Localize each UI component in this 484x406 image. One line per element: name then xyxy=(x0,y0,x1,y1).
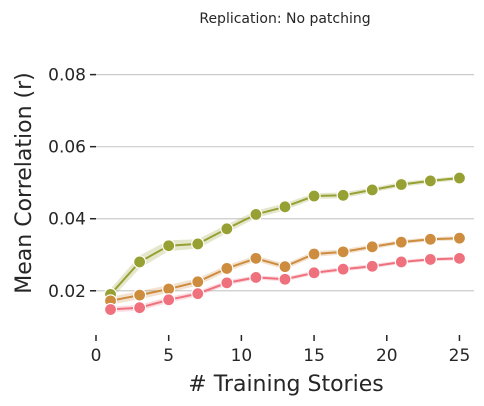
data-point xyxy=(220,261,234,276)
data-point xyxy=(133,301,147,315)
series-markers xyxy=(103,171,467,317)
data-point xyxy=(336,245,350,259)
data-point xyxy=(452,231,467,245)
data-point xyxy=(220,222,234,236)
data-point xyxy=(249,207,263,222)
y-tick-label: 0.08 xyxy=(48,66,86,86)
data-point xyxy=(162,293,176,307)
data-point xyxy=(394,255,408,269)
data-point xyxy=(133,255,147,269)
data-point xyxy=(394,177,408,192)
data-point xyxy=(365,240,379,254)
data-point xyxy=(278,200,292,214)
y-axis-label: Mean Correlation (r) xyxy=(12,72,37,293)
data-point xyxy=(452,171,467,185)
data-point xyxy=(162,239,176,253)
y-axis-ticks: 0.02 0.04 0.06 0.08 xyxy=(48,66,96,302)
data-point xyxy=(191,237,205,251)
data-point xyxy=(423,174,437,188)
data-point xyxy=(249,251,263,265)
x-tick-label: 20 xyxy=(376,346,398,366)
x-tick-label: 0 xyxy=(91,346,102,366)
x-tick-label: 15 xyxy=(303,346,325,366)
data-point xyxy=(220,276,234,290)
data-point xyxy=(133,288,147,302)
data-point xyxy=(307,266,321,280)
data-point xyxy=(191,275,205,289)
x-tick-label: 10 xyxy=(231,346,253,366)
x-tick-label: 5 xyxy=(163,346,174,366)
data-point xyxy=(278,272,292,286)
data-point xyxy=(365,183,379,197)
data-point xyxy=(103,302,118,317)
y-tick-label: 0.04 xyxy=(48,210,86,230)
data-point xyxy=(452,251,467,265)
x-axis-ticks: 0 5 10 15 20 25 xyxy=(91,335,471,366)
data-point xyxy=(307,189,321,203)
y-tick-label: 0.02 xyxy=(48,282,86,302)
data-point xyxy=(162,282,176,296)
data-point xyxy=(191,287,205,301)
data-point xyxy=(249,270,263,285)
x-axis-label: # Training Stories xyxy=(188,372,383,397)
data-point xyxy=(336,262,350,276)
data-point xyxy=(336,188,350,202)
data-point xyxy=(307,247,321,261)
y-tick-label: 0.06 xyxy=(48,138,86,158)
data-point xyxy=(365,259,379,273)
chart-title: Replication: No patching xyxy=(199,11,370,27)
data-point xyxy=(423,252,437,267)
data-point xyxy=(394,235,408,249)
x-tick-label: 25 xyxy=(449,346,471,366)
data-point xyxy=(423,232,437,246)
data-point xyxy=(278,260,292,274)
y-gridlines xyxy=(96,74,474,292)
